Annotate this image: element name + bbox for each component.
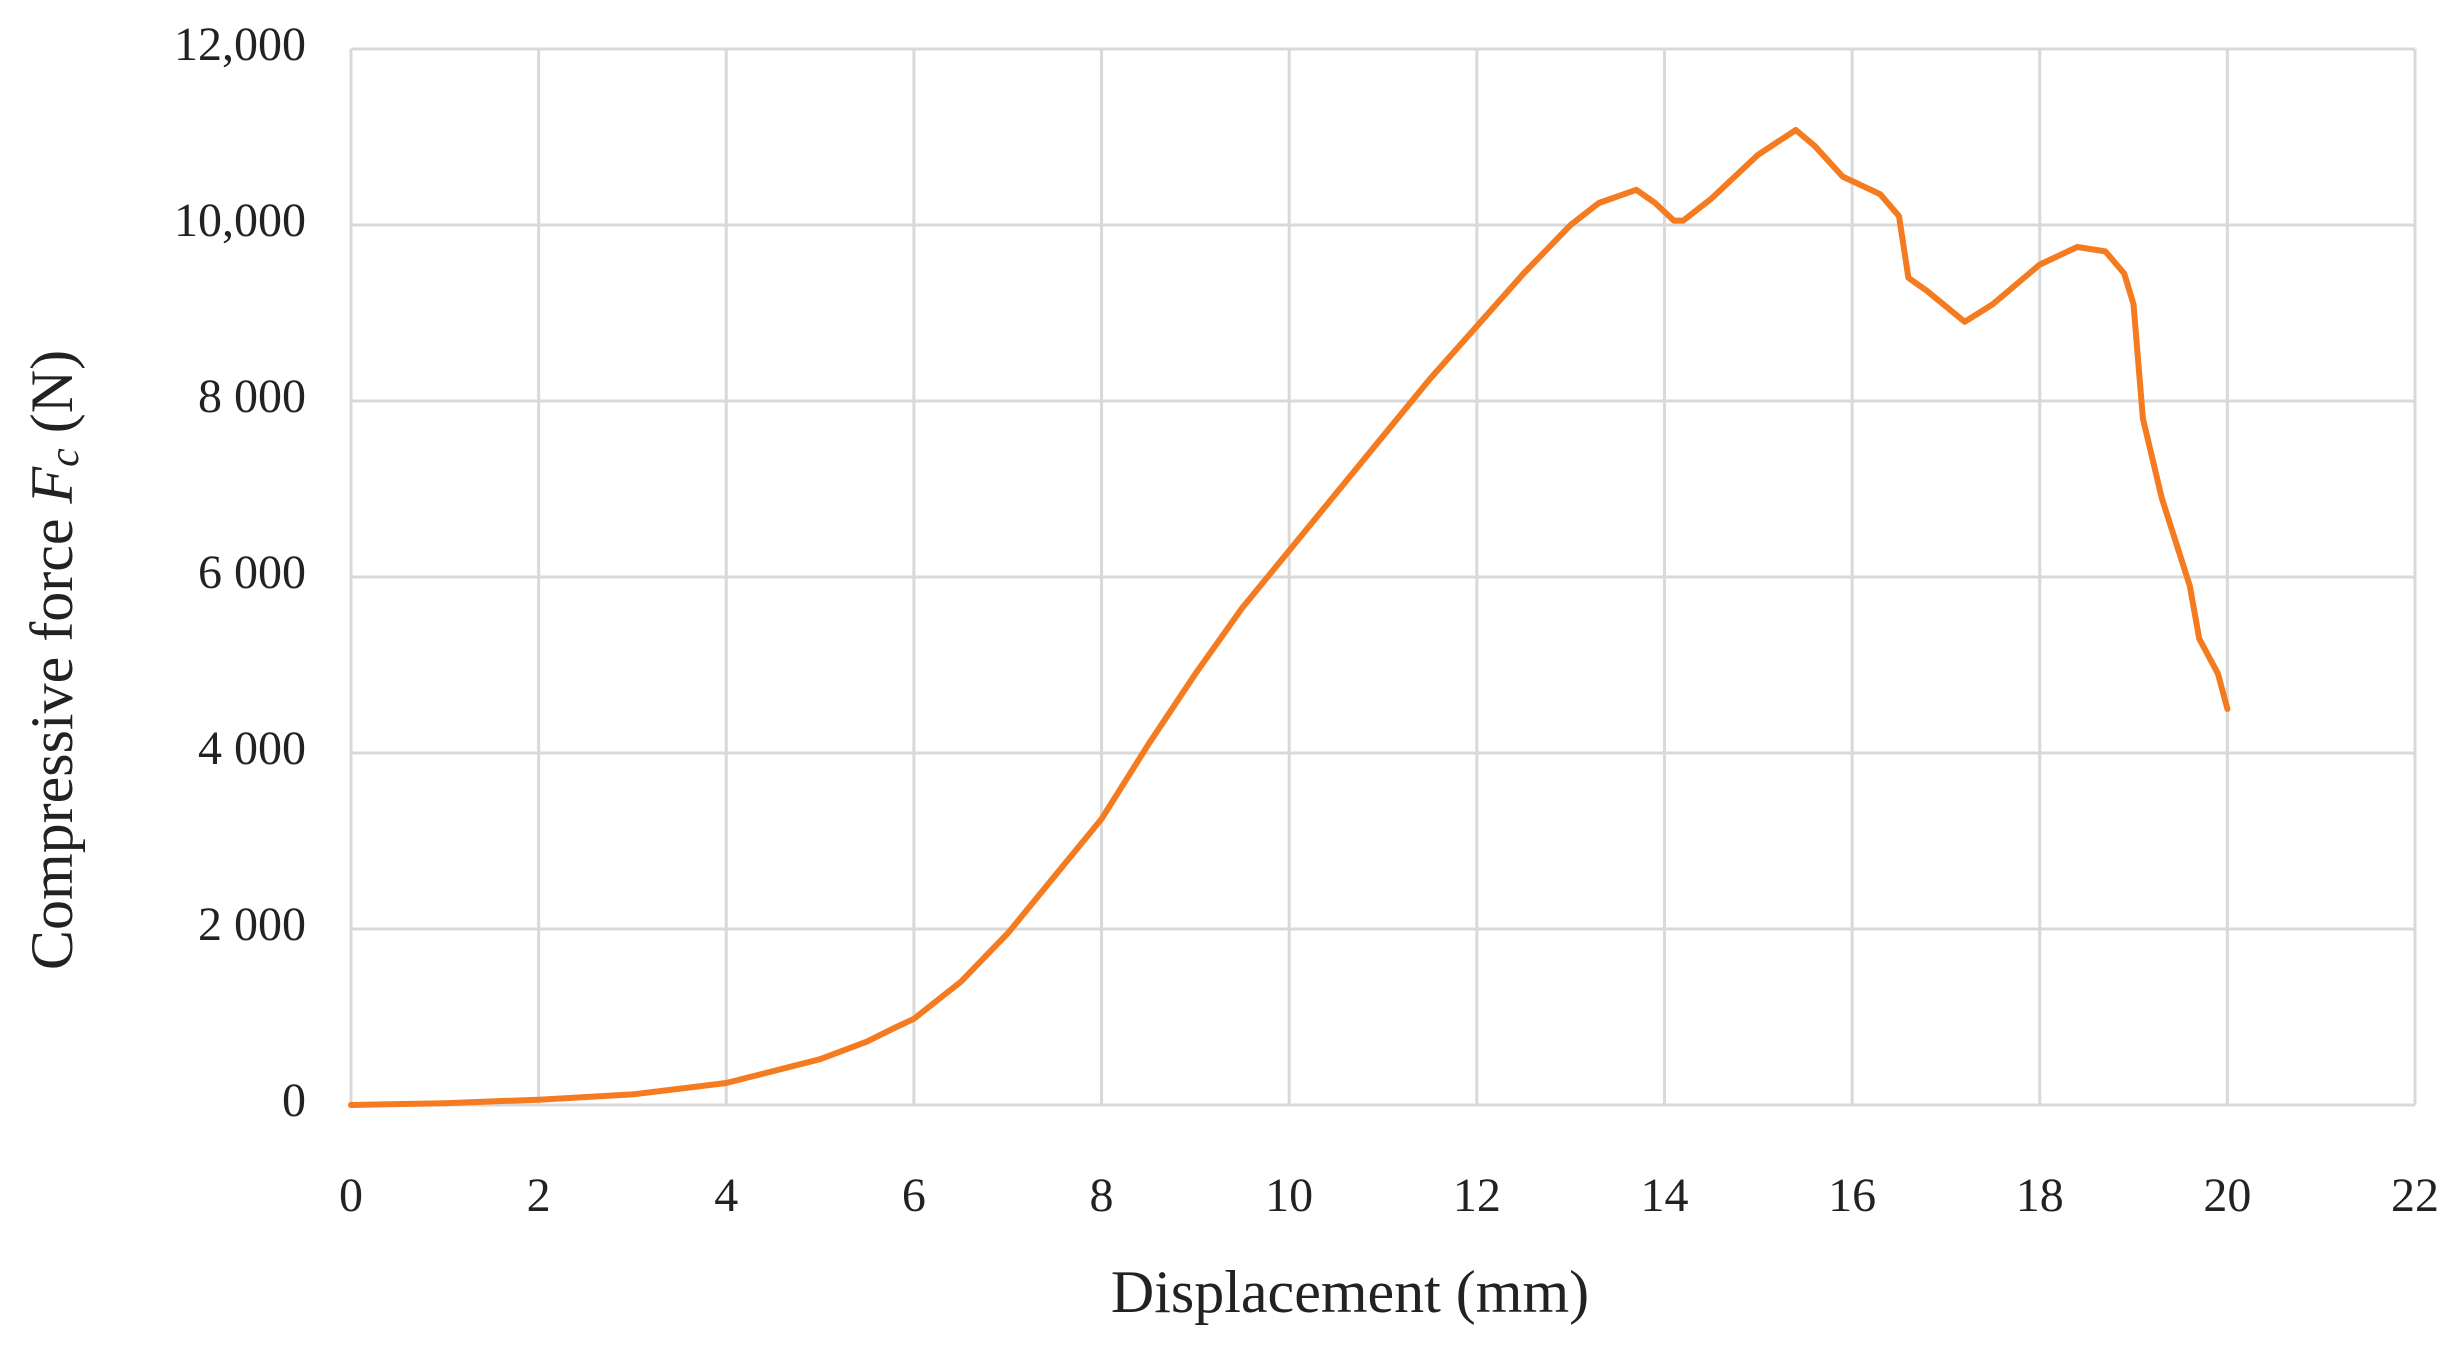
x-tick-label: 20 <box>2203 1169 2251 1222</box>
y-tick-label: 2 000 <box>198 898 306 951</box>
y-tick-label: 10,000 <box>174 194 306 247</box>
x-tick-label: 6 <box>902 1169 926 1222</box>
x-tick-label: 0 <box>339 1169 363 1222</box>
x-axis-title: Displacement (mm) <box>1111 1259 1589 1325</box>
x-tick-label: 12 <box>1453 1169 1501 1222</box>
x-tick-label: 2 <box>527 1169 551 1222</box>
x-tick-label: 16 <box>1828 1169 1876 1222</box>
x-tick-label: 4 <box>714 1169 738 1222</box>
x-tick-label: 14 <box>1640 1169 1688 1222</box>
y-tick-label: 0 <box>282 1074 306 1127</box>
x-tick-label: 8 <box>1090 1169 1114 1222</box>
y-tick-label: 12,000 <box>174 18 306 71</box>
data-line <box>348 127 2231 1108</box>
y-axis-title-symbol: F <box>19 466 85 505</box>
y-tick-label: 8 000 <box>198 370 306 423</box>
y-tick-label: 4 000 <box>198 722 306 775</box>
x-tick-label: 18 <box>2016 1169 2064 1222</box>
x-tick-label: 22 <box>2391 1169 2439 1222</box>
y-axis-title-unit: (N) <box>19 350 85 433</box>
y-axis-title: Compressive force Fc (N) <box>19 350 88 970</box>
y-tick-label: 6 000 <box>198 546 306 599</box>
x-tick-label: 10 <box>1265 1169 1313 1222</box>
y-axis-title-subscript: c <box>42 448 88 467</box>
y-axis-title-text: Compressive force <box>19 519 85 971</box>
